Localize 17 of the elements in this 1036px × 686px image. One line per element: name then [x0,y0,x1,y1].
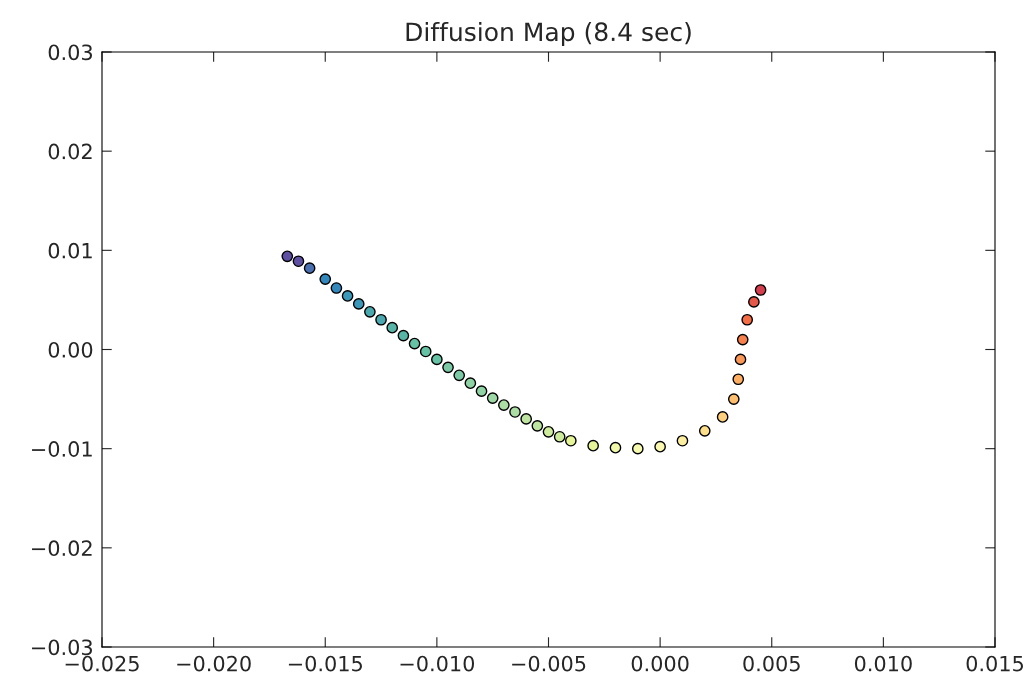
x-tick-label: 0.000 [631,655,689,672]
x-tick-label: −0.025 [65,655,139,672]
y-tick-label: −0.03 [32,639,92,656]
x-tick-label: 0.005 [743,655,800,672]
x-tick-label: −0.020 [177,655,251,672]
x-tick-label: 0.010 [854,655,912,672]
y-tick-label: −0.02 [32,540,92,557]
x-tick-label: 0.015 [966,655,1023,672]
y-tick-label: −0.01 [32,441,92,457]
y-tick-label: 0.01 [48,242,92,259]
y-tick-label: 0.03 [48,44,92,61]
x-tick-label: −0.015 [288,655,362,672]
y-tick-label: 0.00 [48,341,93,358]
x-tick-label: −0.010 [400,655,475,672]
chart-title: Diffusion Map (8.4 sec) [406,21,691,47]
x-tick-label: −0.005 [512,655,586,672]
y-tick-label: 0.02 [48,143,92,160]
